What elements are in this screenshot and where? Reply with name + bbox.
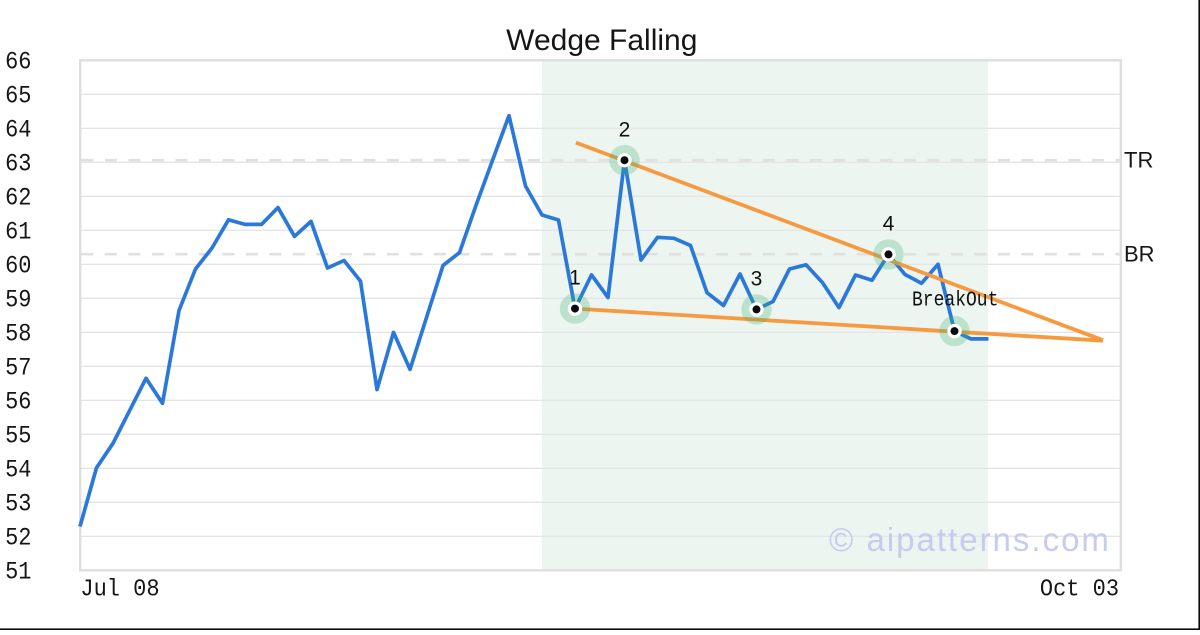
svg-text:62: 62	[5, 184, 31, 213]
svg-text:TR: TR	[1124, 148, 1153, 173]
svg-text:63: 63	[5, 150, 31, 179]
svg-text:BR: BR	[1124, 242, 1155, 267]
svg-text:51: 51	[5, 558, 31, 587]
svg-text:64: 64	[5, 116, 31, 145]
svg-text:Jul 08: Jul 08	[80, 576, 159, 603]
svg-text:Wedge Falling: Wedge Falling	[506, 24, 697, 57]
svg-text:3: 3	[751, 267, 763, 290]
svg-text:53: 53	[5, 490, 31, 519]
svg-text:BreakOut: BreakOut	[912, 287, 998, 312]
svg-text:© aipatterns.com: © aipatterns.com	[829, 521, 1111, 558]
svg-text:4: 4	[883, 212, 895, 235]
svg-text:61: 61	[5, 218, 31, 247]
svg-text:Oct 03: Oct 03	[1040, 576, 1119, 603]
svg-text:55: 55	[5, 422, 31, 451]
svg-text:56: 56	[5, 388, 31, 417]
svg-text:66: 66	[5, 48, 31, 77]
svg-text:59: 59	[5, 286, 31, 315]
svg-text:54: 54	[5, 456, 31, 485]
svg-text:58: 58	[5, 320, 31, 349]
svg-text:52: 52	[5, 524, 31, 553]
svg-text:2: 2	[619, 118, 631, 141]
svg-text:60: 60	[5, 252, 31, 281]
svg-text:1: 1	[569, 267, 581, 290]
svg-text:57: 57	[5, 354, 31, 383]
svg-text:65: 65	[5, 82, 31, 111]
